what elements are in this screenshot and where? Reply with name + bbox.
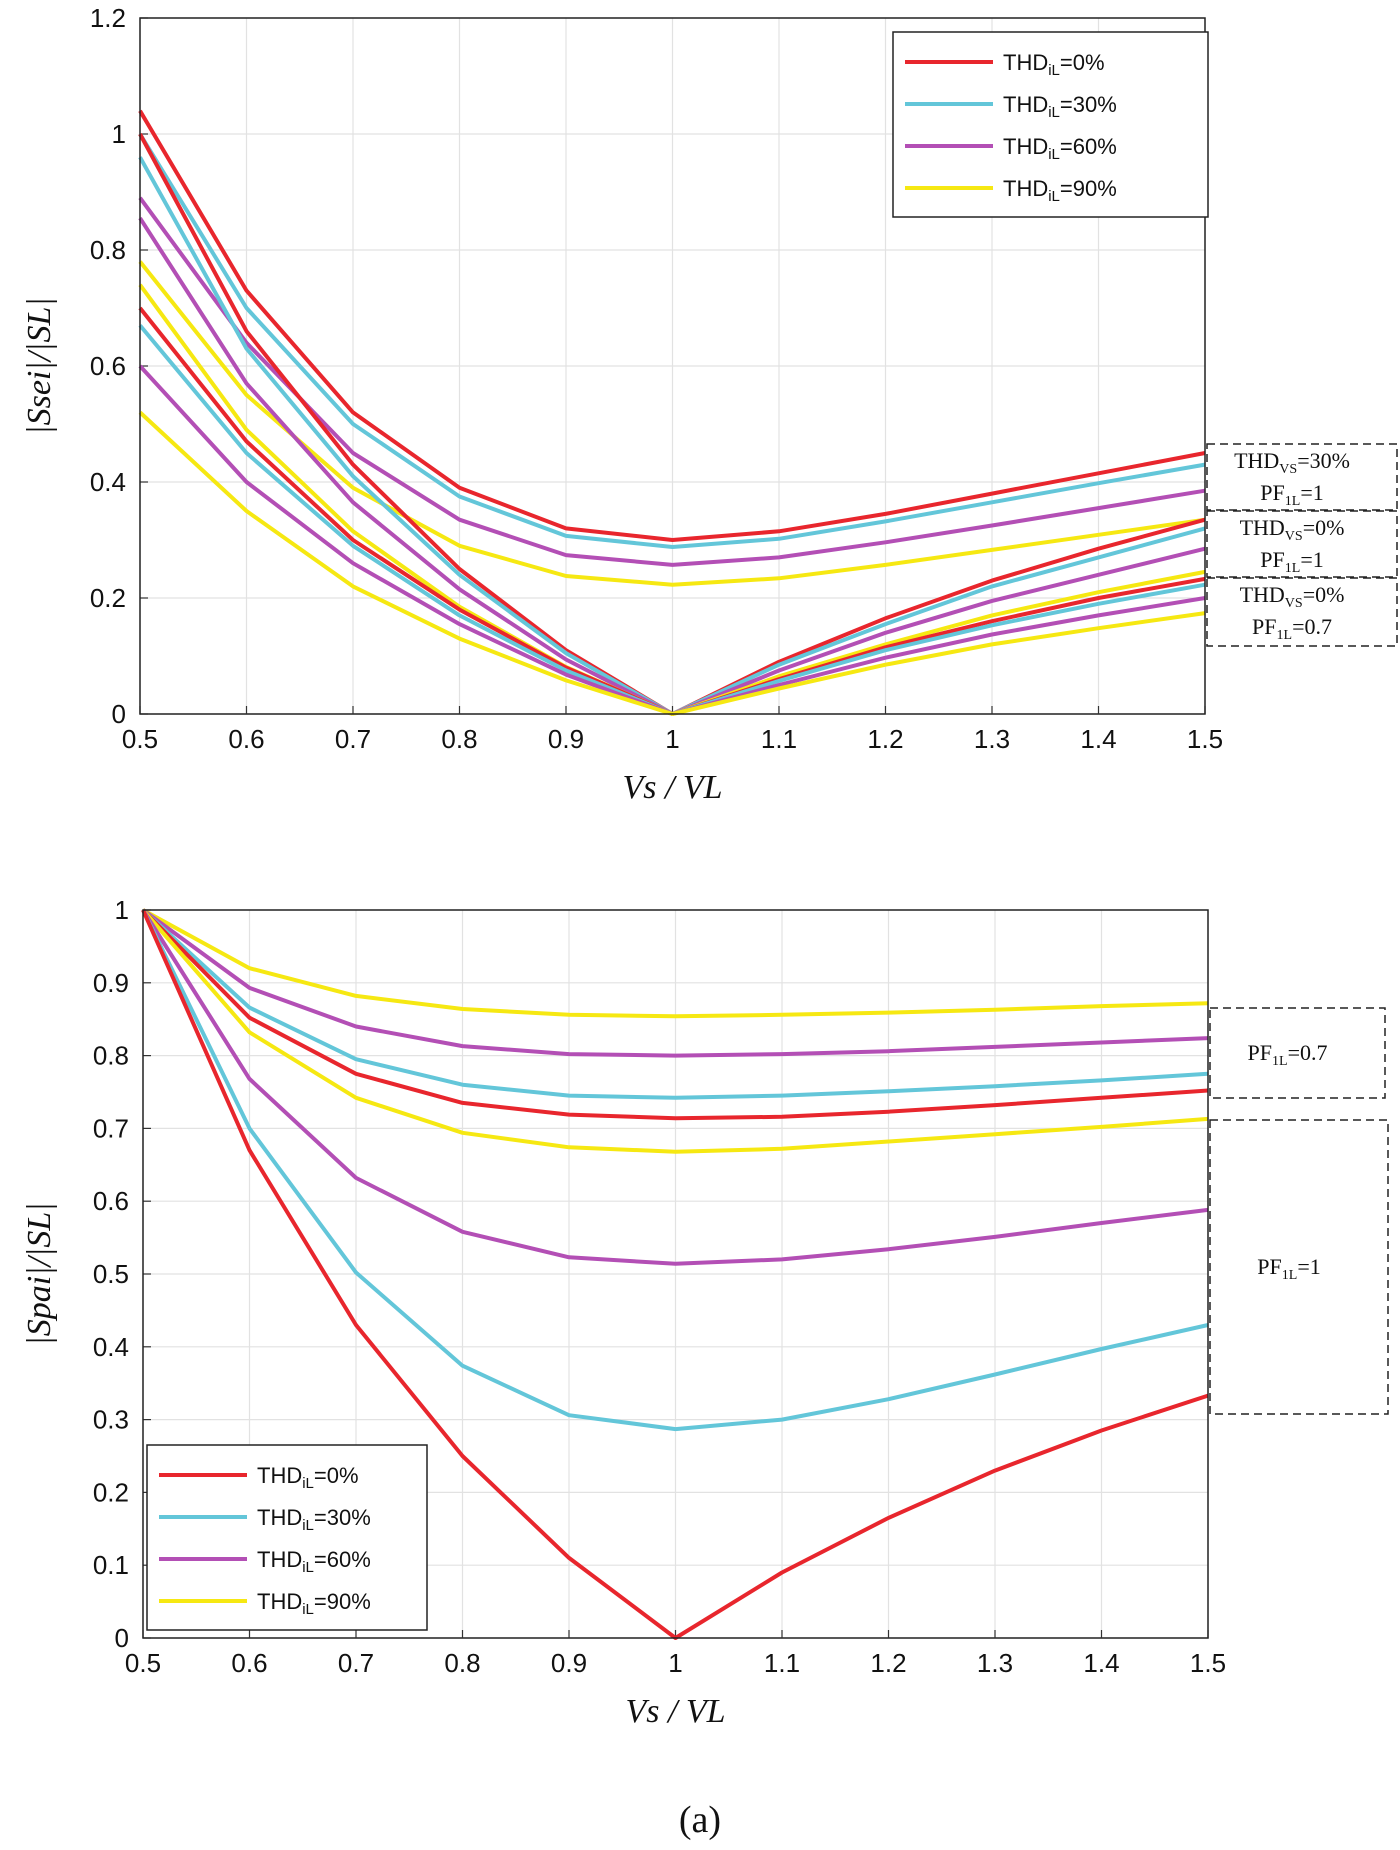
- figure-caption: (a): [679, 1799, 721, 1841]
- annotation-label: PF1L=1: [1260, 547, 1323, 576]
- y-tick-label: 0.6: [93, 1186, 129, 1216]
- x-tick-label: 1: [665, 724, 679, 754]
- x-tick-label: 1.3: [977, 1648, 1013, 1678]
- annotation-box: [1206, 443, 1398, 511]
- chart-spai: 0.5 0.6 0.7 0.8 0.9 1 1.1 1.2 1.3 1.4 1.5 0 0.1 0.2 0.…: [21, 895, 1389, 1730]
- x-tick-label: 1.1: [764, 1648, 800, 1678]
- legend-label: THDiL=30%: [1003, 92, 1117, 121]
- x-tick-label: 0.5: [122, 724, 158, 754]
- annotation-label: PF1L=1: [1260, 480, 1323, 509]
- y-tick-label: 0.7: [93, 1113, 129, 1143]
- y-tick-label: 0.6: [90, 351, 126, 381]
- annotation-label: PF1L=0.7: [1252, 614, 1332, 643]
- annotation-group: PF1L=0.7: [1209, 1007, 1386, 1099]
- y-tick-label: 1: [115, 895, 129, 925]
- annotation-box: [1209, 1007, 1386, 1099]
- y-tick-label: 0.4: [90, 467, 126, 497]
- x-tick-label: 0.9: [548, 724, 584, 754]
- y-tick-label: 0.9: [93, 968, 129, 998]
- legend: THDiL=0% THDiL=30% THDiL=60% THDiL=90%: [892, 31, 1209, 218]
- legend-label: THDiL=60%: [1003, 134, 1117, 163]
- y-tick-label: 1: [112, 119, 126, 149]
- axes-frame: [142, 909, 1209, 1639]
- y-axis-label: |Spai|/|SL|: [21, 1202, 58, 1345]
- legend: THDiL=0% THDiL=30% THDiL=60% THDiL=90%: [146, 1444, 428, 1631]
- x-tick-label: 1.5: [1187, 724, 1223, 754]
- y-tick-label: 0.1: [93, 1550, 129, 1580]
- annotation-label: PF1L=0.7: [1248, 1040, 1328, 1069]
- x-tick-label: 0.8: [441, 724, 477, 754]
- y-tick-label: 0.2: [90, 583, 126, 613]
- annotation-box: [1209, 1119, 1389, 1415]
- annotation-group: THDVS=0% PF1L=0.7: [1206, 577, 1398, 647]
- annotation-box: [1206, 577, 1398, 647]
- series-line: [142, 908, 1209, 1019]
- x-tick-label: 0.7: [338, 1648, 374, 1678]
- series-line: [141, 908, 1209, 1058]
- y-tick-label: 0.3: [93, 1405, 129, 1435]
- legend-label: THDiL=0%: [1003, 50, 1105, 79]
- series-line: [141, 908, 1209, 1121]
- annotation-label: THDVS=0%: [1240, 515, 1345, 544]
- legend-label: THDiL=30%: [257, 1505, 371, 1534]
- axes-frame: [139, 17, 1206, 715]
- x-tick-label: 0.5: [125, 1648, 161, 1678]
- x-tick-label: 1.4: [1080, 724, 1116, 754]
- series-line: [138, 196, 1206, 567]
- annotation-group: THDVS=30% PF1L=1: [1206, 443, 1398, 511]
- x-tick-label: 1.3: [974, 724, 1010, 754]
- annotation-label: THDVS=0%: [1240, 582, 1345, 611]
- series-line: [141, 908, 1209, 1154]
- x-tick-label: 1: [668, 1648, 682, 1678]
- x-tick-label: 0.7: [335, 724, 371, 754]
- legend-label: THDiL=60%: [257, 1547, 371, 1576]
- annotation-label: THDVS=30%: [1234, 448, 1350, 477]
- x-tick-label: 1.4: [1083, 1648, 1119, 1678]
- annotation-box: [1206, 510, 1398, 578]
- annotation-group: THDVS=0% PF1L=1: [1206, 510, 1398, 578]
- y-tick-label: 0.5: [93, 1259, 129, 1289]
- y-axis-label: |Ssei|/|SL|: [21, 297, 58, 435]
- x-tick-label: 0.6: [228, 724, 264, 754]
- y-tick-label: 0.8: [93, 1041, 129, 1071]
- y-tick-label: 0: [112, 699, 126, 729]
- series-line: [138, 109, 1206, 542]
- x-tick-label: 0.8: [444, 1648, 480, 1678]
- y-tick-label: 1.2: [90, 3, 126, 33]
- x-tick-label: 1.2: [870, 1648, 906, 1678]
- series-line: [141, 909, 1209, 1432]
- y-tick-label: 0.4: [93, 1332, 129, 1362]
- legend-label: THDiL=90%: [1003, 176, 1117, 205]
- series-line: [138, 260, 1206, 587]
- y-tick-label: 0: [115, 1623, 129, 1653]
- chart-ssei: 0.5 0.6 0.7 0.8 0.9 1 1.1 1.2 1.3 1.4 1.5 0 0.2 0.4 0.…: [21, 3, 1398, 806]
- x-tick-label: 1.1: [761, 724, 797, 754]
- x-tick-label: 1.2: [867, 724, 903, 754]
- annotation-label: PF1L=1: [1257, 1254, 1320, 1283]
- x-axis-label: Vs / VL: [622, 769, 722, 806]
- legend-label: THDiL=90%: [257, 1589, 371, 1618]
- x-axis-label: Vs / VL: [625, 1693, 725, 1730]
- y-tick-label: 0.8: [90, 235, 126, 265]
- series-line: [141, 908, 1209, 1266]
- annotation-group: PF1L=1: [1209, 1119, 1389, 1415]
- series-line: [138, 132, 1206, 549]
- x-tick-label: 0.6: [231, 1648, 267, 1678]
- x-tick-label: 1.5: [1190, 1648, 1226, 1678]
- y-tick-label: 0.2: [93, 1477, 129, 1507]
- x-tick-label: 0.9: [551, 1648, 587, 1678]
- series-line: [141, 908, 1209, 1100]
- legend-label: THDiL=0%: [257, 1463, 359, 1492]
